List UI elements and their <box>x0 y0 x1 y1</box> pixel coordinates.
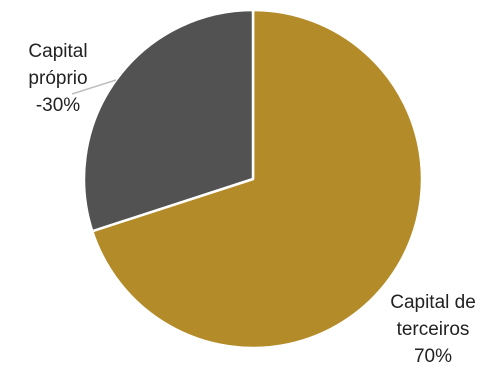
slice-label-capital-proprio-line2: próprio <box>28 68 88 89</box>
slice-label-capital-terceiros: Capital de terceiros 70% <box>378 289 488 370</box>
slice-label-capital-proprio-value: -30% <box>35 95 81 116</box>
pie-slice-capital-de-terceiros <box>91 8 424 350</box>
slice-label-capital-terceiros-value: 70% <box>413 346 453 367</box>
slice-label-capital-proprio-line1: Capital <box>28 41 88 62</box>
slice-label-capital-terceiros-line2: terceiros <box>396 319 470 340</box>
leader-line-capital-proprio <box>71 79 117 95</box>
pie-slices <box>82 8 424 350</box>
pie-slice-capital-pr-prio <box>82 8 255 233</box>
slice-label-capital-proprio: Capital próprio -30% <box>8 38 108 119</box>
slice-label-capital-terceiros-line1: Capital de <box>390 292 476 313</box>
